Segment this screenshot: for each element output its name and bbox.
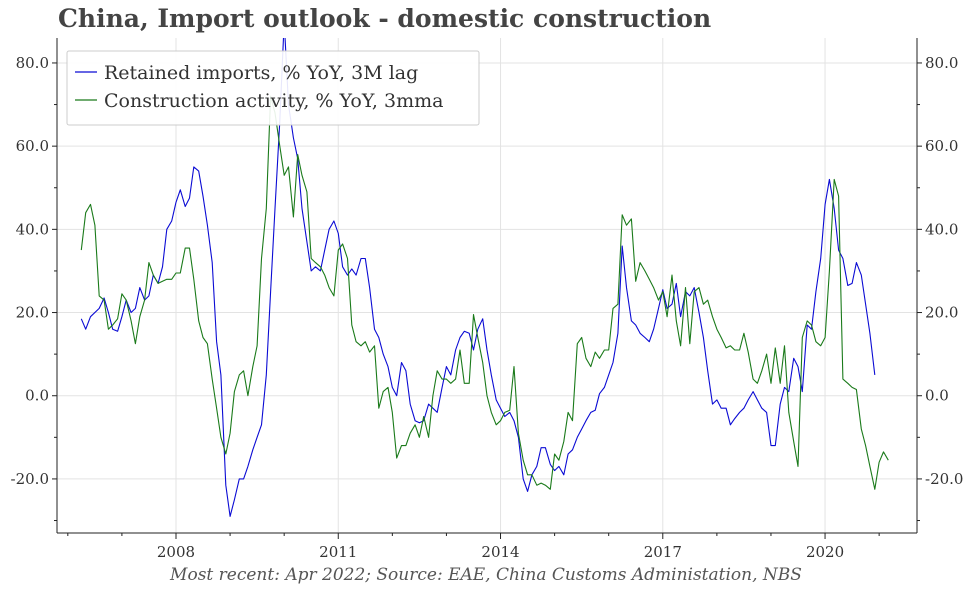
- y-tick-label-right: 40.0: [925, 220, 958, 238]
- x-tick-label: 2017: [644, 543, 682, 561]
- y-tick-label-left: 80.0: [16, 54, 49, 72]
- x-tick-label: 2014: [481, 543, 519, 561]
- y-tick-label-left: 60.0: [16, 137, 49, 155]
- series-layer: [80, 38, 889, 517]
- y-tick-label-right: 20.0: [925, 304, 958, 322]
- chart-title: China, Import outlook - domestic constru…: [58, 4, 712, 33]
- y-tick-label-left: 0.0: [25, 387, 49, 405]
- x-tick-label: 2011: [319, 543, 357, 561]
- source-footnote: Most recent: Apr 2022; Source: EAE, Chin…: [170, 565, 802, 585]
- series-line-retained-imports: [80, 38, 876, 517]
- x-tick-label: 2020: [806, 543, 844, 561]
- y-tick-label-left: 40.0: [16, 220, 49, 238]
- y-tick-label-right: 0.0: [925, 387, 949, 405]
- y-tick-label-left: 20.0: [16, 304, 49, 322]
- legend: Retained imports, % YoY, 3M lag Construc…: [66, 50, 480, 126]
- legend-box: [66, 50, 480, 126]
- x-tick-label: 2008: [157, 543, 195, 561]
- legend-label-retained-imports: Retained imports, % YoY, 3M lag: [104, 62, 418, 84]
- y-tick-label-right: -20.0: [925, 470, 963, 488]
- y-tick-label-right: 60.0: [925, 137, 958, 155]
- series-line-construction-activity: [80, 95, 889, 490]
- y-tick-label-right: 80.0: [925, 54, 958, 72]
- y-tick-label-left: -20.0: [11, 470, 49, 488]
- legend-label-construction-activity: Construction activity, % YoY, 3mma: [104, 90, 443, 112]
- axes: 80.0 80.0 60.0 60.0 40.0 40.0 20.0 20.0 0.0 0.0 -2…: [11, 38, 963, 561]
